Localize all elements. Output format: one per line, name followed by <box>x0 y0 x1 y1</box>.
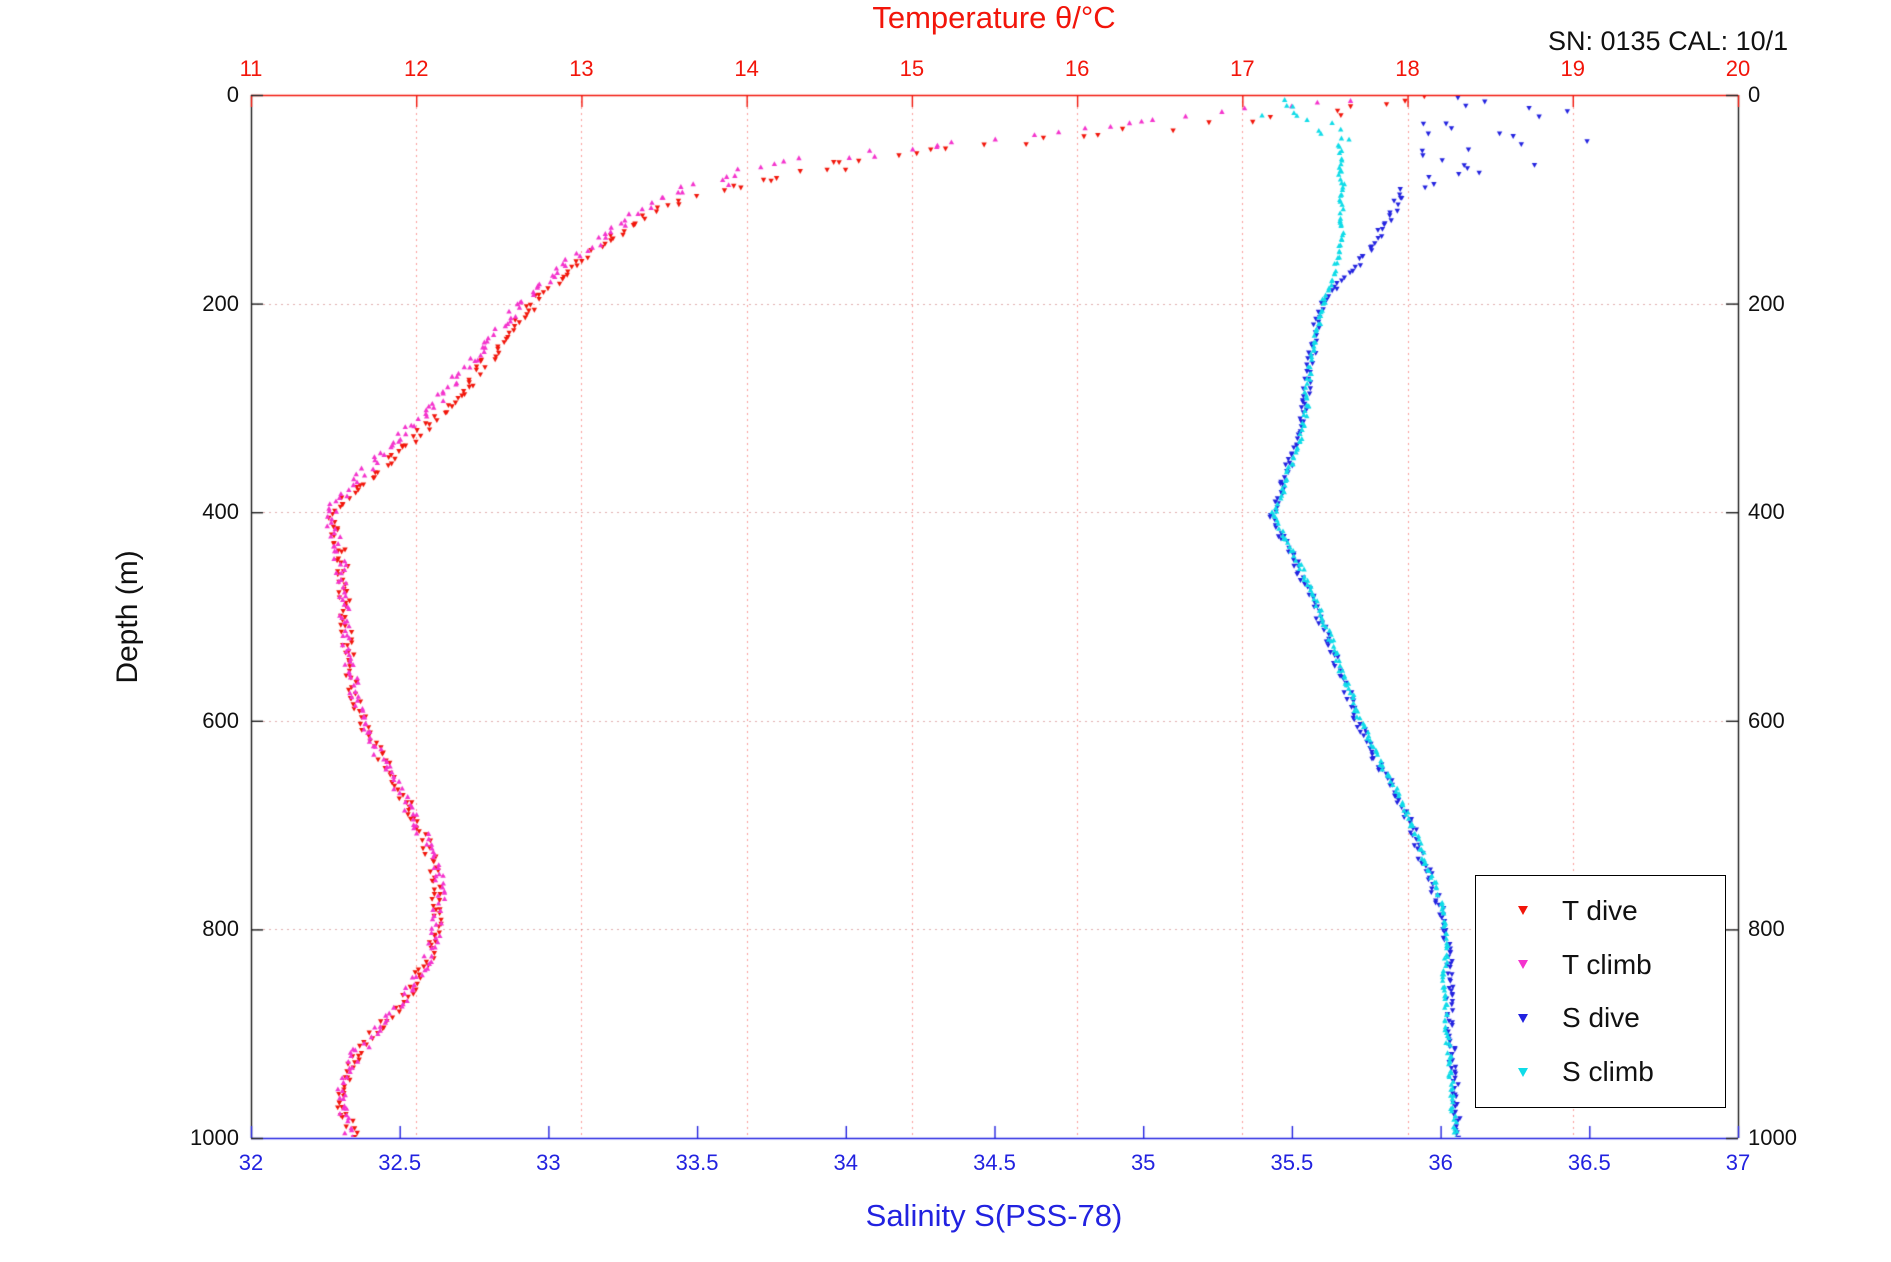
legend-label: T climb <box>1562 948 1652 980</box>
temperature-tick-label: 15 <box>899 56 925 81</box>
depth-tick-label-left: 0 <box>226 82 239 107</box>
salinity-tick-label: 34.5 <box>973 1150 1016 1175</box>
sn-cal-text: SN: 0135 CAL: 10/1 <box>1548 26 1789 56</box>
depth-tick-label-left: 200 <box>202 290 239 316</box>
salinity-tick-label: 35 <box>1130 1150 1156 1175</box>
chart-title: Temperature θ/°C <box>872 0 1116 35</box>
temperature-tick-label: 11 <box>239 56 263 81</box>
salinity-tick-label: 36 <box>1428 1150 1453 1175</box>
y-axis-label: Depth (m) <box>111 550 144 684</box>
legend-item: S dive <box>1476 1002 1725 1034</box>
depth-tick-label-right: 1000 <box>1748 1125 1797 1150</box>
salinity-tick-label: 35.5 <box>1270 1150 1314 1175</box>
depth-tick-label-left: 1000 <box>190 1125 239 1150</box>
legend-item: S climb <box>1476 1056 1725 1088</box>
legend: T dive T climb S dive S climb <box>1475 875 1726 1108</box>
salinity-tick-label: 32 <box>238 1150 264 1175</box>
legend-label: T dive <box>1562 894 1638 926</box>
depth-tick-label-right: 200 <box>1748 290 1785 316</box>
x-axis-label-bottom: Salinity S(PSS-78) <box>865 1198 1123 1233</box>
temperature-tick-label: 19 <box>1560 56 1586 81</box>
salinity-tick-label: 33 <box>536 1150 561 1175</box>
salinity-tick-label: 37 <box>1725 1150 1751 1175</box>
legend-marker-icon <box>1518 960 1528 970</box>
temperature-tick-label: 14 <box>734 56 759 81</box>
legend-marker-icon <box>1518 1067 1528 1077</box>
depth-tick-label-left: 600 <box>202 707 239 733</box>
legend-item: T climb <box>1476 949 1725 981</box>
temperature-tick-label: 16 <box>1064 56 1090 81</box>
salinity-tick-label: 32.5 <box>378 1150 422 1175</box>
legend-marker-icon <box>1518 906 1528 916</box>
temperature-tick-label: 18 <box>1395 56 1420 81</box>
temperature-tick-label: 20 <box>1725 56 1751 81</box>
depth-tick-label-right: 800 <box>1748 916 1785 942</box>
depth-tick-label-left: 800 <box>202 916 239 942</box>
legend-label: S dive <box>1562 1002 1640 1034</box>
depth-tick-label-right: 0 <box>1748 82 1761 107</box>
salinity-tick-label: 36.5 <box>1567 1150 1611 1175</box>
depth-tick-label-right: 600 <box>1748 707 1785 733</box>
salinity-tick-label: 34 <box>833 1150 859 1175</box>
temperature-tick-label: 17 <box>1230 56 1255 81</box>
temperature-tick-label: 13 <box>569 56 594 81</box>
legend-marker-icon <box>1518 1013 1528 1023</box>
legend-label: S climb <box>1562 1056 1654 1088</box>
salinity-tick-label: 33.5 <box>675 1150 719 1175</box>
depth-tick-label-right: 400 <box>1748 499 1785 525</box>
depth-tick-label-left: 400 <box>202 499 239 525</box>
legend-item: T dive <box>1476 895 1725 927</box>
temperature-tick-label: 12 <box>403 56 429 81</box>
